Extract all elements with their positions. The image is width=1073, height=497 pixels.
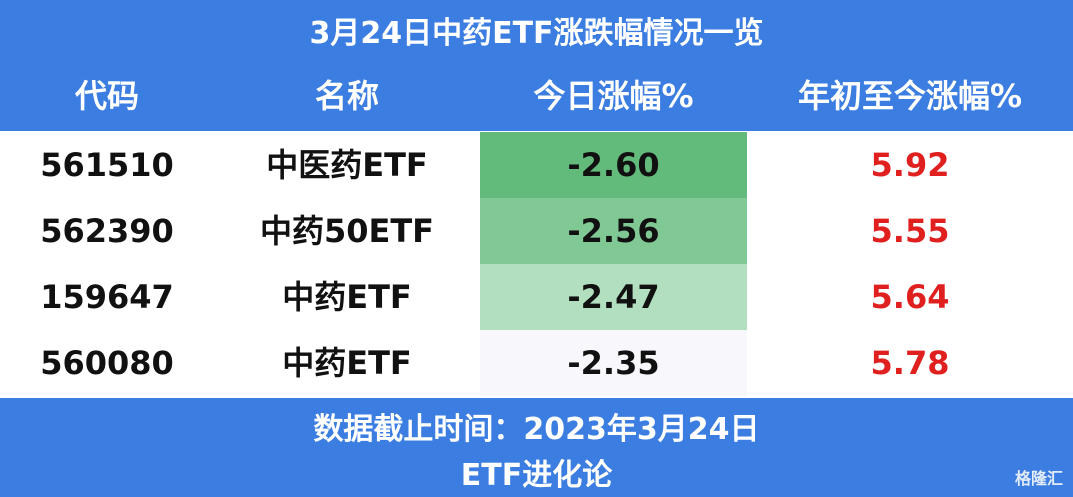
daily-change: -2.60	[480, 132, 747, 198]
table-row: 560080 中药ETF -2.35 5.78	[0, 330, 1073, 396]
table-row: 561510 中医药ETF -2.60 5.92	[0, 132, 1073, 198]
code: 560080	[40, 344, 174, 382]
ytd-change: 5.78	[870, 344, 950, 382]
header-bar: 3月24日中药ETF涨跌幅情况一览 代码 名称 今日涨幅% 年初至今涨幅%	[0, 0, 1073, 131]
code: 159647	[40, 278, 174, 316]
column-header: 今日涨幅%	[533, 77, 694, 115]
column-header: 年初至今涨幅%	[797, 77, 1023, 115]
ytd-change: 5.55	[870, 212, 950, 250]
daily-change: -2.56	[480, 198, 747, 264]
column-header: 名称	[314, 77, 379, 115]
daily-change: -2.35	[480, 330, 747, 396]
footer-date: 数据截止时间：2023年3月24日	[313, 412, 760, 447]
ytd-change: 5.64	[870, 278, 950, 316]
title: 3月24日中药ETF涨跌幅情况一览	[309, 16, 764, 51]
name: 中药ETF	[282, 344, 412, 382]
code: 561510	[40, 146, 174, 184]
name: 中医药ETF	[266, 146, 428, 184]
daily-change: -2.47	[480, 264, 747, 330]
watermark: 格隆汇	[1014, 469, 1063, 488]
footer-source: ETF进化论	[460, 458, 613, 493]
ytd-change: 5.92	[870, 146, 950, 184]
table-row: 159647 中药ETF -2.47 5.64	[0, 264, 1073, 330]
name: 中药ETF	[282, 278, 412, 316]
table-row: 562390 中药50ETF -2.56 5.55	[0, 198, 1073, 264]
column-header: 代码	[74, 77, 139, 115]
code: 562390	[40, 212, 174, 250]
footer-bar: 数据截止时间：2023年3月24日 ETF进化论 格隆汇	[0, 398, 1073, 497]
name: 中药50ETF	[259, 212, 435, 250]
